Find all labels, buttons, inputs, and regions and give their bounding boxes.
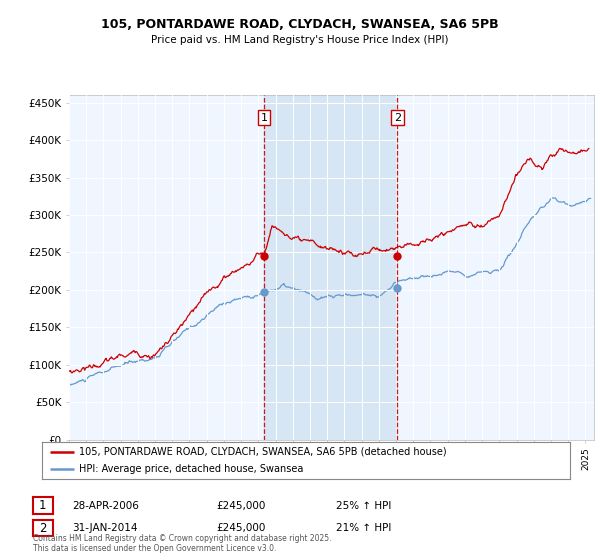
Text: HPI: Average price, detached house, Swansea: HPI: Average price, detached house, Swan… [79,464,304,474]
Text: £245,000: £245,000 [216,501,265,511]
Text: Price paid vs. HM Land Registry's House Price Index (HPI): Price paid vs. HM Land Registry's House … [151,35,449,45]
Text: 2: 2 [394,113,401,123]
Text: £245,000: £245,000 [216,523,265,533]
Text: 28-APR-2006: 28-APR-2006 [72,501,139,511]
Text: 105, PONTARDAWE ROAD, CLYDACH, SWANSEA, SA6 5PB: 105, PONTARDAWE ROAD, CLYDACH, SWANSEA, … [101,18,499,31]
Text: 2: 2 [39,521,47,535]
Text: 31-JAN-2014: 31-JAN-2014 [72,523,137,533]
Text: 1: 1 [260,113,268,123]
Text: Contains HM Land Registry data © Crown copyright and database right 2025.
This d: Contains HM Land Registry data © Crown c… [33,534,331,553]
Text: 1: 1 [39,499,47,512]
Text: 25% ↑ HPI: 25% ↑ HPI [336,501,391,511]
Bar [264,95,397,440]
Text: 21% ↑ HPI: 21% ↑ HPI [336,523,391,533]
Text: 105, PONTARDAWE ROAD, CLYDACH, SWANSEA, SA6 5PB (detached house): 105, PONTARDAWE ROAD, CLYDACH, SWANSEA, … [79,446,446,456]
